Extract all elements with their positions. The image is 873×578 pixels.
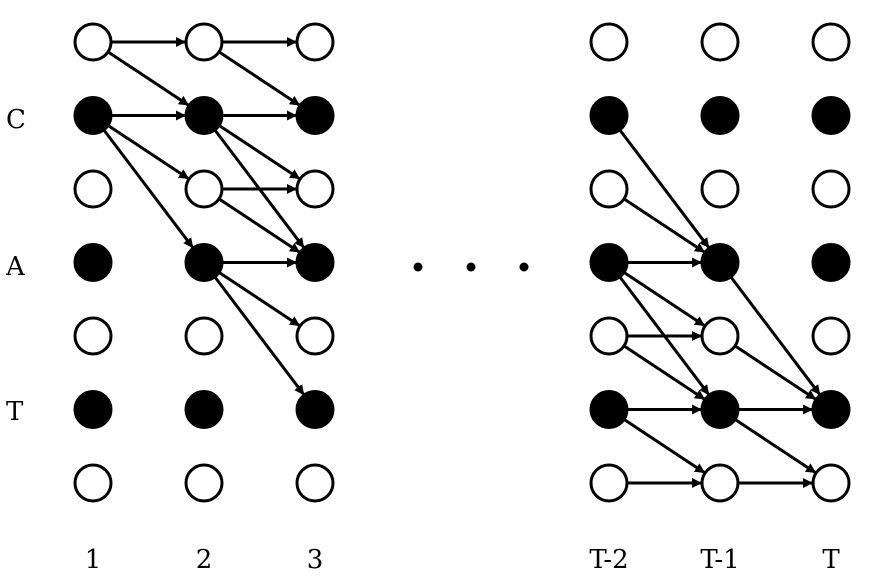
edges-layer — [102, 37, 821, 488]
state-node-filled — [811, 390, 851, 429]
state-node-filled — [811, 96, 851, 135]
row-label-t: T — [6, 397, 24, 427]
state-node-empty — [589, 316, 629, 356]
state-node-empty — [73, 316, 113, 356]
state-node-empty — [295, 463, 335, 503]
row-label-a: A — [5, 252, 26, 282]
ellipsis-dot — [519, 262, 529, 272]
state-node-filled — [700, 96, 740, 135]
state-node-filled — [700, 243, 740, 282]
state-node-empty — [295, 316, 335, 356]
state-node-filled — [73, 243, 113, 282]
edge-arrow — [218, 124, 301, 180]
state-node-empty — [700, 22, 740, 62]
state-node-filled — [184, 390, 224, 429]
edge-arrow — [218, 197, 301, 254]
state-node-filled — [589, 243, 629, 282]
state-node-empty — [73, 169, 113, 209]
edge-arrow — [734, 344, 817, 401]
edge-arrow — [107, 124, 190, 180]
state-node-filled — [295, 390, 335, 429]
edge-arrow — [213, 275, 305, 396]
column-label-1: 1 — [85, 545, 102, 575]
state-node-filled — [295, 243, 335, 282]
state-node-empty — [589, 169, 629, 209]
state-node-empty — [811, 316, 851, 356]
column-label-t-2: T-2 — [589, 545, 628, 575]
state-node-empty — [811, 22, 851, 62]
state-node-empty — [184, 316, 224, 356]
column-label-t: T — [822, 545, 840, 575]
edge-arrow — [218, 50, 301, 107]
ellipsis — [413, 262, 529, 272]
state-node-empty — [184, 169, 224, 209]
labels-layer: C A T 1 2 3 T-2 T-1 T — [5, 105, 840, 575]
edge-arrow — [729, 275, 821, 396]
state-node-empty — [589, 463, 629, 503]
column-label-3: 3 — [307, 545, 324, 575]
edge-arrow — [107, 50, 190, 107]
edge-arrow — [623, 418, 706, 474]
state-node-empty — [811, 463, 851, 503]
state-node-filled — [589, 390, 629, 429]
edge-arrow — [623, 271, 706, 327]
state-node-empty — [589, 22, 629, 62]
edge-arrow — [218, 271, 301, 327]
column-label-2: 2 — [196, 545, 213, 575]
edge-arrow — [623, 197, 706, 254]
state-node-filled — [184, 96, 224, 135]
state-node-empty — [73, 22, 113, 62]
column-label-t-1: T-1 — [700, 545, 739, 575]
state-node-empty — [700, 169, 740, 209]
state-node-filled — [589, 96, 629, 135]
edge-arrow — [734, 418, 817, 474]
state-node-filled — [73, 96, 113, 135]
ellipsis-dot — [413, 262, 423, 272]
state-node-empty — [184, 463, 224, 503]
edge-arrow — [102, 128, 194, 249]
state-node-filled — [811, 243, 851, 282]
nodes-layer — [73, 22, 851, 503]
ellipsis-dot — [466, 262, 476, 272]
state-node-empty — [700, 316, 740, 356]
row-label-c: C — [6, 105, 26, 135]
edge-arrow — [618, 128, 710, 249]
state-node-empty — [811, 169, 851, 209]
state-node-filled — [700, 390, 740, 429]
state-node-empty — [700, 463, 740, 503]
state-node-empty — [295, 169, 335, 209]
state-node-empty — [184, 22, 224, 62]
state-node-empty — [73, 463, 113, 503]
edge-arrow — [623, 344, 706, 401]
state-node-filled — [184, 243, 224, 282]
state-node-filled — [73, 390, 113, 429]
state-node-filled — [295, 96, 335, 135]
state-node-empty — [295, 22, 335, 62]
